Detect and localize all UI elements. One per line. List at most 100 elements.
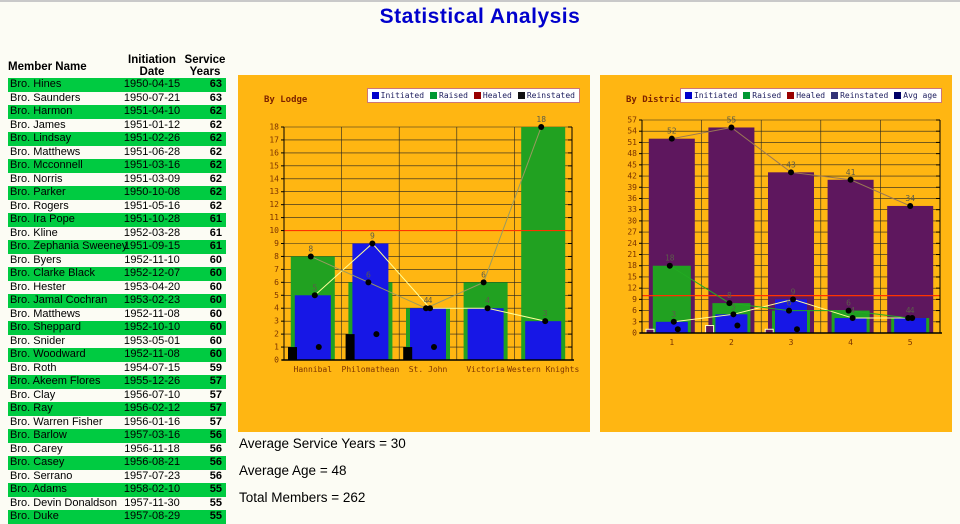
cell-years: 62 [209, 172, 222, 185]
cell-date: 1951-05-16 [123, 199, 181, 212]
data-point [484, 305, 491, 312]
cell-date: 1952-11-10 [124, 253, 180, 266]
data-point [538, 124, 545, 130]
data-point [670, 318, 677, 325]
data-label: 43 [786, 160, 796, 169]
series-lines [310, 126, 546, 322]
chart-panel-by-lodge: By Lodge Initiated Raised Healed Reinstated… [238, 75, 590, 432]
cell-years: 63 [209, 78, 222, 90]
table-row: Bro. Byers 1952-11-10 60 [8, 254, 226, 268]
cell-years: 63 [209, 91, 222, 104]
cell-date: 1956-01-16 [123, 415, 181, 428]
legend-swatch [517, 92, 525, 99]
svg-text:0: 0 [274, 356, 279, 365]
cell-years: 60 [209, 321, 222, 333]
table-row: Bro. Casey 1956-08-21 56 [8, 456, 226, 470]
cell-years: 56 [209, 469, 222, 482]
data-label: 4 [428, 296, 433, 305]
svg-text:2: 2 [274, 330, 279, 339]
data-point [849, 315, 856, 322]
legend-item-initiated: Initiated [371, 91, 425, 100]
legend-item-raised: Raised [743, 91, 781, 100]
cell-date: 1952-11-08 [124, 307, 180, 320]
cell-years: 57 [209, 415, 222, 428]
bar-initiated [655, 321, 688, 333]
bar-initiated [352, 243, 389, 360]
data-point [315, 344, 322, 351]
category-label: Victoria [466, 365, 505, 374]
table-row: Bro. Woodward 1952-11-08 60 [8, 348, 226, 362]
data-point [786, 307, 792, 314]
data-label: 6 [846, 299, 851, 308]
total-members-text: Total Members = 262 [239, 490, 366, 505]
cell-date: 1958-02-10 [123, 483, 181, 495]
page-title: Statistical Analysis [379, 5, 581, 28]
legend-label: Healed [796, 91, 826, 100]
category-label: St. John [409, 365, 448, 374]
member-table: Member Name Initiation Date Service Year… [8, 50, 226, 524]
category-label: Western Knights [507, 365, 579, 374]
table-row: Bro. Devin Donaldson 1957-11-30 55 [8, 497, 226, 511]
category-label: 3 [789, 338, 794, 347]
cell-years: 60 [209, 280, 222, 293]
table-row: Bro. Serrano 1957-07-23 56 [8, 470, 226, 484]
table-row: Bro. Clay 1956-07-10 57 [8, 389, 226, 403]
legend-swatch [430, 92, 438, 99]
cell-years: 61 [209, 226, 222, 239]
table-row: Bro. Snider 1953-05-01 60 [8, 335, 226, 349]
legend-label: Reinstated [526, 91, 575, 100]
data-point [369, 240, 376, 247]
data-label: 3 [543, 309, 548, 318]
cell-name: Bro. Warren Fisher [10, 415, 103, 428]
table-row: Bro. Parker 1950-10-08 62 [8, 186, 226, 200]
cell-years: 57 [209, 388, 222, 401]
svg-text:51: 51 [627, 138, 637, 147]
cell-name: Bro. Parker [10, 186, 66, 198]
bars [645, 127, 934, 334]
cell-years: 56 [209, 456, 222, 468]
svg-text:33: 33 [627, 205, 637, 214]
table-row: Bro. Barlow 1957-03-16 56 [8, 429, 226, 443]
data-point [726, 300, 733, 307]
data-label: 6 [787, 299, 792, 308]
chart-legend-by-district: Initiated Raised Healed Reinstated Avg age [679, 88, 942, 103]
legend-swatch [787, 92, 795, 99]
cell-name: Bro. Byers [10, 253, 62, 266]
cell-years: 55 [209, 483, 222, 495]
data-point [423, 305, 429, 312]
svg-text:7: 7 [274, 265, 279, 274]
cell-name: Bro. Hester [10, 280, 66, 293]
cell-date: 1951-02-26 [123, 132, 181, 144]
cell-name: Bro. Ira Pope [10, 213, 75, 225]
cell-name: Bro. Casey [10, 456, 65, 468]
cell-date: 1956-02-12 [123, 402, 181, 414]
svg-text:18: 18 [627, 261, 637, 270]
data-label: 18 [536, 115, 546, 124]
svg-text:15: 15 [627, 272, 637, 281]
svg-text:48: 48 [627, 149, 637, 158]
bar-initiated [834, 318, 867, 333]
legend-label: Initiated [380, 91, 425, 100]
data-label: 4 [910, 306, 915, 315]
cell-date: 1952-03-28 [123, 226, 181, 239]
cell-date: 1957-07-23 [123, 469, 181, 482]
svg-text:30: 30 [627, 216, 637, 225]
bar-reinstated [288, 347, 297, 360]
cell-years: 62 [209, 186, 222, 198]
data-label: 34 [905, 194, 915, 203]
svg-text:11: 11 [269, 213, 279, 222]
cell-years: 56 [209, 442, 222, 455]
bar-reinstated [403, 347, 413, 360]
legend-label: Healed [482, 91, 512, 100]
data-point [788, 169, 794, 176]
cell-date: 1952-10-10 [123, 321, 181, 333]
cell-name: Bro. Kline [10, 226, 58, 239]
legend-label: Raised [439, 91, 468, 100]
bar-initiated [775, 299, 807, 333]
cell-years: 61 [209, 240, 222, 252]
data-point [542, 318, 549, 325]
cell-name: Bro. Saunders [10, 91, 81, 104]
svg-text:3: 3 [274, 317, 279, 326]
